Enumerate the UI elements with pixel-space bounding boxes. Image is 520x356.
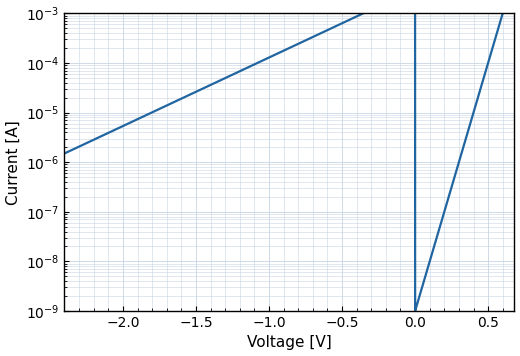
X-axis label: Voltage [V]: Voltage [V] — [247, 335, 332, 350]
Y-axis label: Current [A]: Current [A] — [6, 120, 21, 205]
